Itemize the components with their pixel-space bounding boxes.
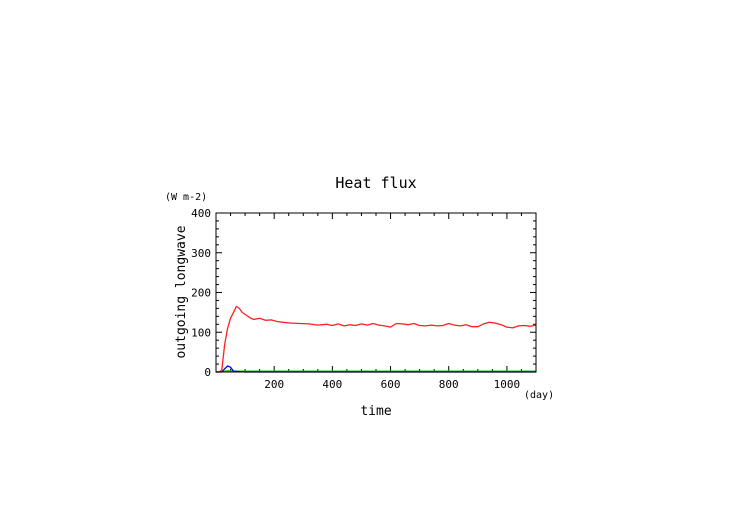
x-tick-label: 600 xyxy=(381,378,401,391)
series-lines xyxy=(215,305,537,373)
y-axis-label: outgoing longwave xyxy=(174,225,189,358)
x-tick-label: 200 xyxy=(264,378,284,391)
axis-ticks xyxy=(215,212,537,373)
y-tick-label: 300 xyxy=(191,247,211,260)
x-tick-label: 1000 xyxy=(494,378,521,391)
y-unit: (W m-2) xyxy=(165,192,207,203)
x-tick-label: 400 xyxy=(322,378,342,391)
y-tick-label: 400 xyxy=(191,207,211,220)
y-tick-label: 100 xyxy=(191,326,211,339)
y-tick-label: 0 xyxy=(204,366,211,379)
x-axis-label: time xyxy=(360,404,391,419)
chart-title: Heat flux xyxy=(335,174,416,192)
axis-tick-labels: 200 400 600 800 1000 0 100 200 300 400 xyxy=(191,207,520,391)
x-tick-label: 800 xyxy=(439,378,459,391)
y-tick-label: 200 xyxy=(191,287,211,300)
x-unit: (day) xyxy=(524,390,554,401)
series-line-0 xyxy=(216,305,537,373)
plot-frame xyxy=(215,212,537,373)
